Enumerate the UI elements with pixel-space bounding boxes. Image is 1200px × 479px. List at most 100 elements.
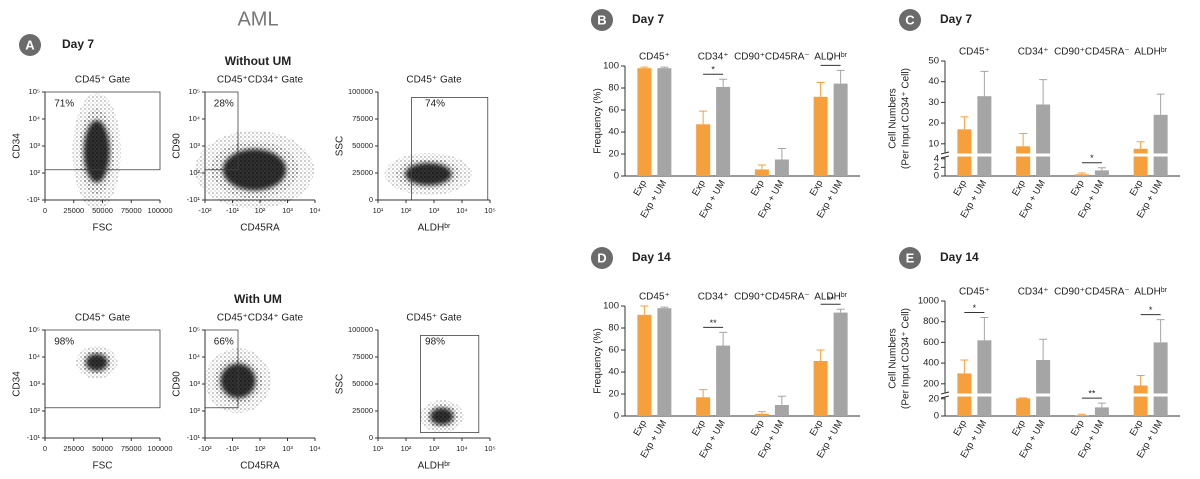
y-tick-label: 75000 — [352, 114, 373, 123]
x-tick-label: 10² — [255, 444, 266, 453]
y-tick-label: 600 — [923, 337, 939, 348]
x-tick-label: 10⁴ — [456, 206, 468, 215]
group-label: CD90⁺CD45RA⁻ — [1054, 47, 1130, 58]
bar — [1074, 415, 1089, 416]
y-tick-label: 10⁵ — [189, 325, 200, 334]
y-axis-label: CD90 — [172, 371, 183, 397]
axis-break — [940, 153, 1180, 157]
error-bar — [757, 164, 766, 170]
group-label: CD90⁺CD45RA⁻ — [734, 292, 810, 303]
group-label: ALDHᵇʳ — [814, 292, 847, 303]
y-axis-label: Frequency (%) — [593, 328, 604, 394]
x-tick-label: -10¹ — [226, 206, 240, 215]
significance-label: * — [711, 65, 715, 75]
y-axis-label: Cell Numbers — [888, 88, 899, 149]
x-axis-label: FSC — [93, 223, 113, 234]
y-axis-label: CD34 — [12, 133, 23, 159]
x-tick-label: 10⁵ — [484, 444, 495, 453]
x-tick-label: 10¹ — [373, 206, 384, 215]
y-tick-label: 50 — [928, 56, 939, 67]
y-tick-label: 25000 — [352, 406, 373, 415]
x-tick-label: 0 — [43, 206, 47, 215]
y-tick-label: 10² — [189, 168, 200, 177]
x-tick-label: Exp — [690, 418, 708, 438]
error-bar — [1039, 338, 1048, 360]
x-tick-label: 10³ — [282, 444, 293, 453]
error-bar — [1097, 402, 1106, 408]
y-axis-label: SSC — [335, 374, 346, 395]
y-tick-label: 60 — [608, 105, 619, 116]
x-tick-label: Exp — [1128, 178, 1146, 198]
x-tick-label: Exp — [631, 178, 649, 198]
bar — [1153, 114, 1168, 176]
y-tick-label: 0 — [934, 411, 939, 422]
error-bar — [699, 389, 708, 398]
group-label: CD45⁺ — [959, 47, 990, 58]
y-tick-label: 20 — [928, 118, 939, 129]
bar — [774, 405, 789, 416]
bar — [754, 169, 769, 176]
error-bar — [816, 349, 825, 361]
x-tick-label: Exp — [690, 178, 708, 198]
bar — [696, 397, 711, 416]
x-tick-label: 10² — [255, 206, 266, 215]
bar — [1153, 342, 1168, 416]
error-bar — [960, 116, 969, 130]
x-tick-label: 100000 — [147, 206, 172, 215]
x-axis-label: FSC — [93, 461, 113, 472]
y-tick-label: -10¹ — [187, 433, 201, 442]
y-tick-label: 0 — [369, 195, 373, 204]
y-tick-label: 10 — [928, 138, 939, 149]
event-core — [222, 149, 287, 191]
x-axis-label: CD45RA — [240, 223, 280, 234]
x-axis-label: ALDHᵇʳ — [418, 461, 451, 472]
gate-title: CD45⁺ Gate — [75, 75, 131, 86]
x-tick-label: 100000 — [147, 444, 172, 453]
event-core — [405, 162, 452, 186]
bar — [1016, 146, 1031, 176]
x-tick-label: 75000 — [121, 444, 142, 453]
panel-letter-badge — [899, 247, 921, 269]
y-tick-label: 100000 — [348, 87, 373, 96]
error-bar — [777, 148, 786, 160]
x-tick-label: Exp — [1069, 418, 1087, 438]
error-bar — [1039, 79, 1048, 105]
y-tick-label: 100 — [603, 61, 619, 72]
gate-title: CD45⁺ Gate — [406, 313, 462, 324]
y-tick-label: 200 — [923, 378, 939, 389]
x-tick-label: 10² — [401, 444, 412, 453]
y-axis-label: (Per Input CD34⁺ Cell) — [901, 68, 912, 169]
row-title: With UM — [234, 292, 282, 306]
y-tick-label: -10¹ — [187, 195, 201, 204]
x-tick-label: Exp — [1010, 178, 1028, 198]
bar — [1016, 398, 1031, 416]
y-tick-label: 10⁵ — [189, 87, 200, 96]
gate-percent: 98% — [425, 337, 445, 348]
group-label: CD90⁺CD45RA⁻ — [734, 52, 810, 63]
gate-title: CD45⁺CD34⁺ Gate — [217, 313, 304, 324]
group-label: CD34⁺ — [1018, 287, 1049, 298]
panel-letter: D — [597, 250, 606, 265]
y-tick-label: 0 — [614, 171, 619, 182]
error-bar — [699, 110, 708, 125]
gate-percent: 74% — [425, 99, 445, 110]
gate-title: CD45⁺ Gate — [406, 75, 462, 86]
error-bar — [980, 317, 989, 341]
error-bar — [1077, 172, 1086, 175]
group-label: CD45⁺ — [639, 52, 670, 63]
bar — [1074, 174, 1089, 176]
panel-letter: E — [906, 250, 915, 265]
x-tick-label: Exp — [808, 178, 826, 198]
error-bar — [836, 69, 845, 84]
bar — [657, 308, 672, 416]
y-tick-label: 10⁴ — [28, 114, 40, 123]
bar — [1133, 148, 1148, 176]
group-label: ALDHᵇʳ — [1134, 287, 1167, 298]
y-tick-label: 80 — [608, 323, 619, 334]
x-tick-label: 10³ — [429, 206, 440, 215]
panel-letter: A — [25, 37, 35, 52]
significance-label: * — [1090, 153, 1094, 163]
x-tick-label: -10¹ — [226, 444, 240, 453]
